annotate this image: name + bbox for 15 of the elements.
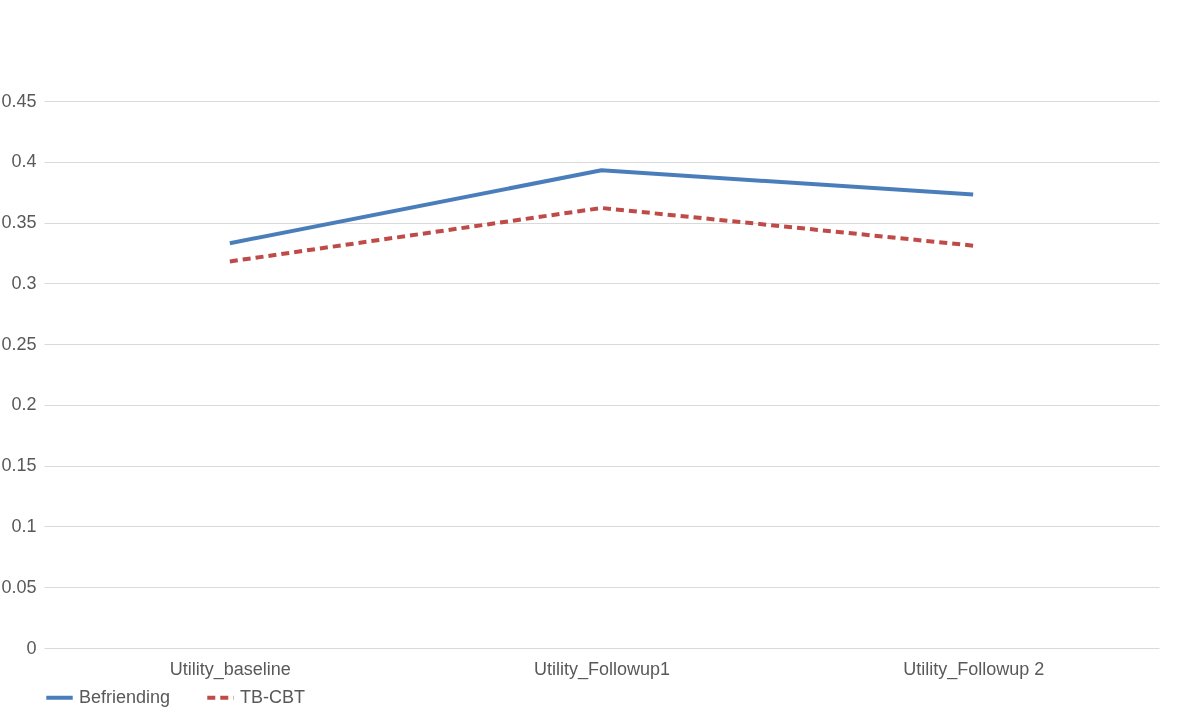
y-tick-label: 0.1 xyxy=(11,515,37,536)
y-tick-label: 0.2 xyxy=(11,394,37,415)
y-tick-label: 0.05 xyxy=(1,576,37,597)
y-tick-label: 0.35 xyxy=(1,212,37,233)
y-tick-label: 0.25 xyxy=(1,333,37,354)
y-tick-label: 0.15 xyxy=(1,455,37,476)
x-tick-label: Utility_baseline xyxy=(169,658,291,680)
legend-label: Befriending xyxy=(79,686,171,707)
x-tick-label: Utility_Followup 2 xyxy=(903,658,1045,680)
x-tick-label: Utility_Followup1 xyxy=(533,658,671,680)
y-tick-label: 0.3 xyxy=(11,272,37,293)
y-tick-label: 0.45 xyxy=(1,90,37,111)
y-tick-label: 0.4 xyxy=(11,151,37,172)
legend-label: TB-CBT xyxy=(240,686,305,707)
y-tick-label: 0 xyxy=(26,637,37,658)
